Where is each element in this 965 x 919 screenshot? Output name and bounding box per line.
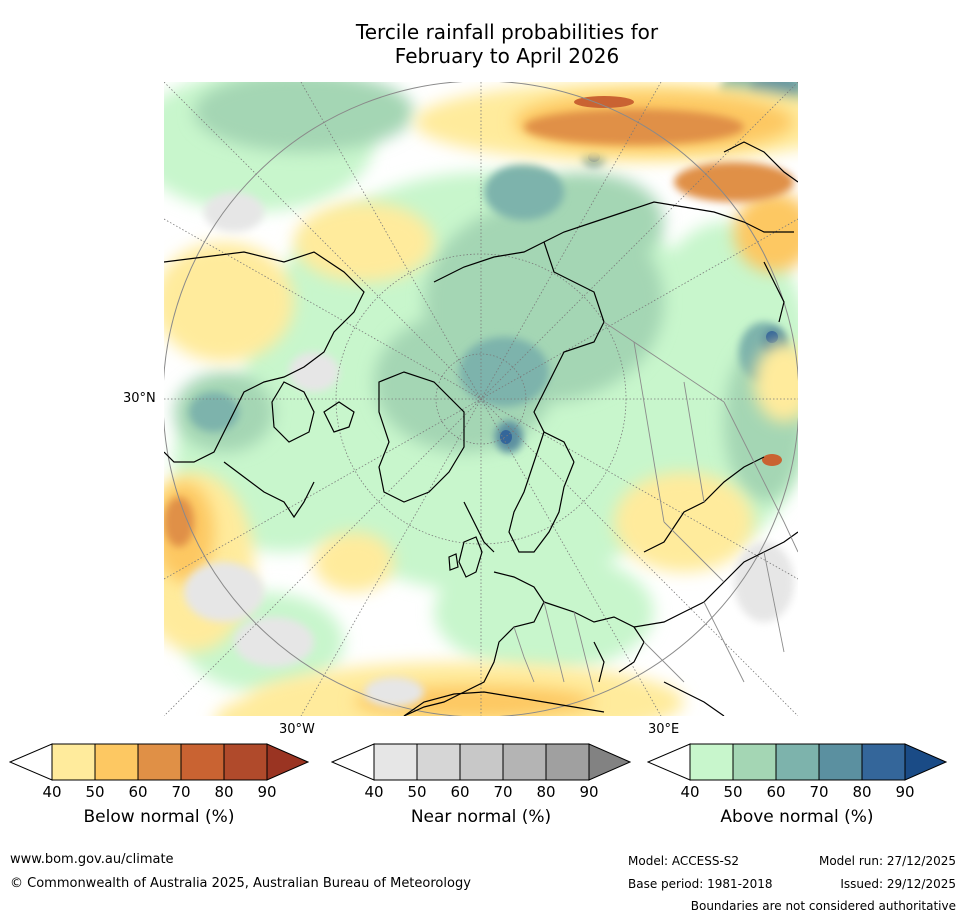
colorbar-below-swatch-70 [180,743,225,781]
colorbar-below-swatch-60 [137,743,182,781]
colorbar-below-swatch-50 [94,743,139,781]
colorbar-near-ticks: 40 50 60 70 80 90 [331,783,631,801]
colorbar-near-swatch-under [331,743,375,781]
issued-text: Issued: 29/12/2025 [840,877,956,891]
colorbar-below-tick: 80 [214,783,234,801]
coastlines [164,141,798,716]
colorbar-near-tick: 70 [493,783,513,801]
longitude-label-30w: 30°W [279,722,315,737]
colorbar-below-label: Below normal (%) [83,807,235,827]
colorbar-near-tick: 90 [579,783,599,801]
colorbar-above-swatch-60 [775,743,820,781]
disclaimer-text: Boundaries are not considered authoritat… [690,899,956,913]
colorbar-below-ticks: 40 50 60 70 80 90 [9,783,309,801]
colorbar-above-tick: 40 [680,783,700,801]
colorbar-above-swatch-over [904,743,947,781]
rainfall-probability-map[interactable] [164,82,798,716]
map-title-line2: February to April 2026 [394,44,620,68]
colorbar-below-tick: 40 [42,783,62,801]
colorbar-near-swatch-60 [459,743,504,781]
colorbar-near-swatch-50 [416,743,461,781]
colorbar-above-swatch-70 [818,743,863,781]
below-normal-strongest [574,96,782,466]
colorbar-above-label: Above normal (%) [720,807,874,827]
colorbar-below-swatch-over [266,743,309,781]
colorbar-above-tick: 80 [852,783,872,801]
country-boundaries [513,321,798,693]
colorbar-below-normal-swatches [9,743,309,781]
colorbar-below-tick: 50 [85,783,105,801]
colorbar-above-tick: 90 [895,783,915,801]
model-text: Model: ACCESS-S2 [628,854,740,868]
colorbar-below-swatch-under [9,743,53,781]
colorbar-above-swatch-80 [861,743,906,781]
colorbar-above-swatch-under [647,743,691,781]
colorbar-near-tick: 50 [407,783,427,801]
map-title: Tercile rainfall probabilities for Febru… [0,20,965,68]
colorbar-below-tick: 90 [257,783,277,801]
colorbar-near-tick: 80 [536,783,556,801]
colorbar-near-swatch-40 [373,743,418,781]
colorbar-above-swatch-50 [732,743,777,781]
copyright-text: © Commonwealth of Australia 2025, Austra… [10,876,471,891]
colorbar-near-swatch-70 [502,743,547,781]
colorbar-above-tick: 50 [723,783,743,801]
website-link[interactable]: www.bom.gov.au/climate [10,852,174,867]
colorbar-below-swatch-80 [223,743,268,781]
colorbar-above-swatch-40 [689,743,734,781]
colorbar-below-swatch-40 [51,743,96,781]
colorbar-above-ticks: 40 50 60 70 80 90 [647,783,947,801]
colorbar-near-tick: 40 [364,783,384,801]
colorbar-near-label: Near normal (%) [410,807,552,827]
colorbar-below-tick: 60 [128,783,148,801]
colorbar-above-tick: 70 [809,783,829,801]
colorbar-near-swatch-80 [545,743,590,781]
latitude-label-30n: 30°N [123,391,156,406]
model-run-text: Model run: 27/12/2025 [818,854,956,868]
base-period-text: Base period: 1981-2018 [628,877,773,891]
map-canvas [164,82,798,716]
colorbar-above-normal-swatches [647,743,947,781]
colorbar-near-swatch-over [588,743,631,781]
near-normal-regions [184,192,794,707]
colorbar-below-tick: 70 [171,783,191,801]
colorbar-near-tick: 60 [450,783,470,801]
map-title-line1: Tercile rainfall probabilities for [355,20,659,44]
colorbar-above-tick: 60 [766,783,786,801]
longitude-label-30e: 30°E [648,722,680,737]
colorbar-near-normal-swatches [331,743,631,781]
graticule [164,82,798,716]
